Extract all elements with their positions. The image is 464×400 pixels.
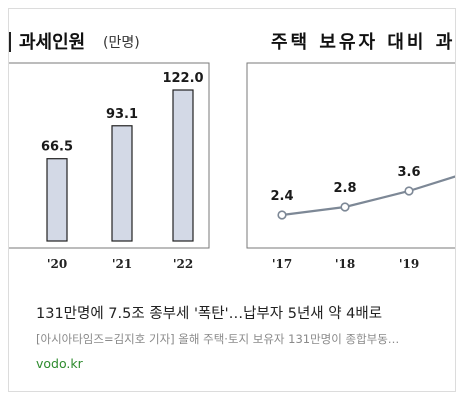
bar-value-label: 93.1: [106, 107, 138, 122]
left-chart-title: 과세인원: [19, 32, 85, 53]
line-x-tick: '17: [272, 257, 292, 271]
line-point-0: [277, 210, 287, 220]
left-chart-unit: (만명): [103, 35, 140, 51]
right-chart-panel: 주택 보유자 대비 과 2.4 '17 2.8 '18 3.6 '19: [246, 32, 455, 271]
bar-value-label: 66.5: [41, 140, 73, 155]
article-snippet: [아시아타임즈=김지호 기자] 올해 주택·토지 보유자 131만명이 종합부동…: [36, 332, 400, 346]
article-thumbnail[interactable]: 과세인원 (만명) 66.5 '20 93.1 '21 122.0 '22 주택 보유자 …: [9, 9, 455, 279]
bar-value-label: 122.0: [162, 71, 203, 86]
right-chart-title: 주택 보유자 대비 과: [271, 32, 455, 53]
left-title-marker: [9, 32, 11, 52]
bar-1: [111, 125, 133, 242]
line-value-label: 2.8: [333, 181, 356, 196]
article-source[interactable]: vodo.kr: [36, 356, 83, 371]
left-chart-panel: 과세인원 (만명) 66.5 '20 93.1 '21 122.0 '22: [9, 32, 210, 271]
line-x-tick: '18: [335, 257, 355, 271]
line-value-label: 3.6: [397, 165, 420, 180]
line-value-label: 2.4: [270, 189, 293, 204]
chart-thumbnail-image: 과세인원 (만명) 66.5 '20 93.1 '21 122.0 '22 주택 보유자 …: [9, 32, 455, 271]
bar-x-tick: '20: [47, 257, 67, 271]
bar-2: [172, 89, 194, 242]
line-point-2: [404, 186, 414, 196]
line-series: [281, 175, 455, 217]
article-headline[interactable]: 131만명에 7.5조 종부세 '폭탄'…납부자 5년새 약 4배로: [36, 306, 383, 322]
bar-x-tick: '22: [173, 257, 193, 271]
right-chart-frame: [246, 62, 455, 249]
line-point-1: [340, 202, 350, 212]
bar-0: [46, 158, 68, 242]
line-x-tick: '19: [399, 257, 419, 271]
news-card[interactable]: 과세인원 (만명) 66.5 '20 93.1 '21 122.0 '22 주택 보유자 …: [8, 8, 456, 392]
bar-x-tick: '21: [112, 257, 132, 271]
